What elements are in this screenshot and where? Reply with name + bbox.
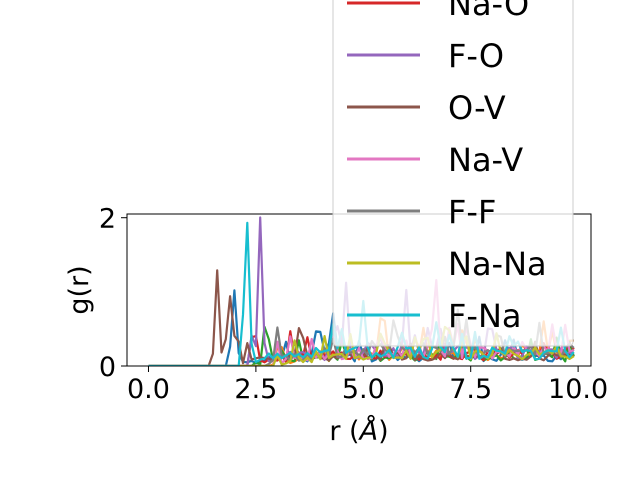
x-tick-label: 2.5: [234, 374, 277, 405]
x-tick-label: 0.0: [127, 374, 170, 405]
y-axis-label: g(r): [64, 265, 95, 314]
legend-label: Na-V: [448, 141, 523, 179]
x-tick-label: 5.0: [342, 374, 385, 405]
legend-label: Na-Na: [448, 245, 547, 283]
legend: Na-O F-O O-V Na-V F-F Na-Na F-Na: [332, 0, 574, 347]
legend-label: F-O: [448, 37, 504, 75]
legend-label: O-V: [448, 89, 506, 127]
y-axis-ticks: 02: [99, 204, 127, 383]
legend-label: Na-O: [448, 0, 529, 23]
y-tick-label: 0: [99, 352, 116, 383]
x-axis-ticks: 0.0 2.5 5.0 7.5 10.0: [127, 366, 608, 405]
x-axis-label: r (Å): [329, 415, 388, 447]
y-tick-label: 2: [99, 204, 116, 235]
x-tick-label: 7.5: [449, 374, 492, 405]
x-tick-label: 10.0: [548, 374, 608, 405]
legend-label: F-Na: [448, 297, 522, 335]
legend-box: [332, 0, 574, 347]
legend-label: F-F: [448, 193, 496, 231]
series-line-8: [148, 308, 575, 366]
